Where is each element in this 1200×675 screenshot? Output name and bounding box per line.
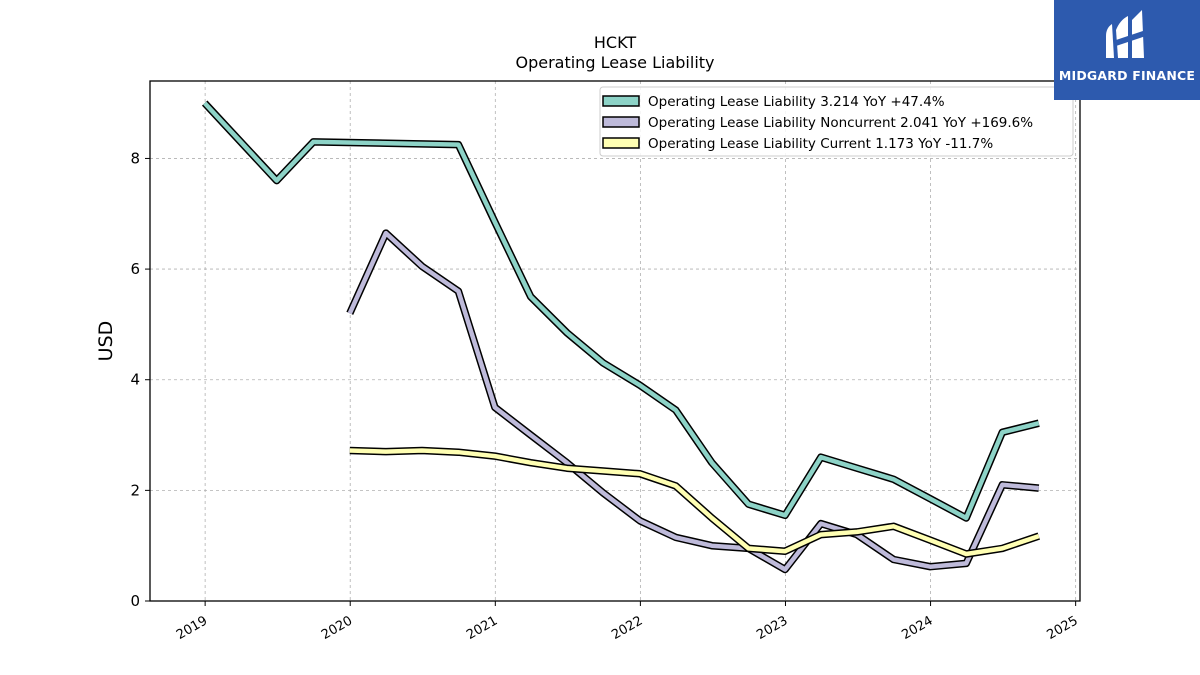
x-tick-label: 2019 — [174, 613, 210, 643]
x-tick-label: 2020 — [319, 613, 355, 643]
series-line — [201, 100, 1040, 522]
legend-label: Operating Lease Liability 3.214 YoY +47.… — [648, 94, 945, 110]
legend-label: Operating Lease Liability Noncurrent 2.0… — [648, 115, 1033, 131]
logo-text: MIDGARD FINANCE — [1058, 68, 1196, 83]
series-line — [346, 229, 1040, 574]
x-tick-label: 2021 — [464, 613, 500, 643]
chart-subtitle: Operating Lease Liability — [515, 53, 714, 72]
legend-box — [599, 86, 1074, 157]
plot-area-frame — [149, 80, 1081, 602]
series-line-fill — [203, 101, 1040, 521]
legend-label: Operating Lease Liability Current 1.173 … — [648, 136, 993, 152]
series-layer — [201, 100, 1040, 574]
legend-swatch — [602, 137, 640, 149]
y-tick-label: 4 — [130, 371, 140, 389]
legend-item[interactable]: Operating Lease Liability 3.214 YoY +47.… — [602, 94, 945, 110]
series-line-fill — [347, 230, 1040, 572]
x-tick-label: 2023 — [754, 613, 790, 643]
legend[interactable]: Operating Lease Liability 3.214 YoY +47.… — [599, 86, 1074, 157]
chart-title: HCKT — [594, 33, 636, 52]
x-tick-label: 2025 — [1044, 613, 1080, 643]
grid — [150, 81, 1080, 602]
legend-item[interactable]: Operating Lease Liability Current 1.173 … — [602, 136, 993, 152]
legend-swatch — [602, 95, 640, 107]
y-axis: 0 2 4 6 8 — [130, 149, 150, 610]
midgard-finance-logo: MIDGARD FINANCE — [1054, 0, 1200, 100]
x-tick-label: 2024 — [899, 613, 935, 643]
y-tick-label: 2 — [130, 481, 140, 499]
y-tick-label: 8 — [130, 149, 140, 167]
legend-item[interactable]: Operating Lease Liability Noncurrent 2.0… — [602, 115, 1033, 131]
x-axis: 2019 2020 2021 2022 2023 2024 2025 — [174, 601, 1081, 643]
series-line-fill — [349, 448, 1040, 557]
midgard-logo-icon — [1106, 10, 1146, 58]
x-tick-label: 2022 — [609, 613, 645, 643]
y-tick-label: 6 — [130, 260, 140, 278]
series-line-outline — [346, 229, 1040, 574]
series-line-outline — [201, 100, 1040, 522]
y-axis-label: USD — [95, 321, 117, 362]
y-tick-label: 0 — [130, 592, 140, 610]
series-line — [349, 446, 1040, 558]
legend-swatch — [602, 116, 640, 128]
